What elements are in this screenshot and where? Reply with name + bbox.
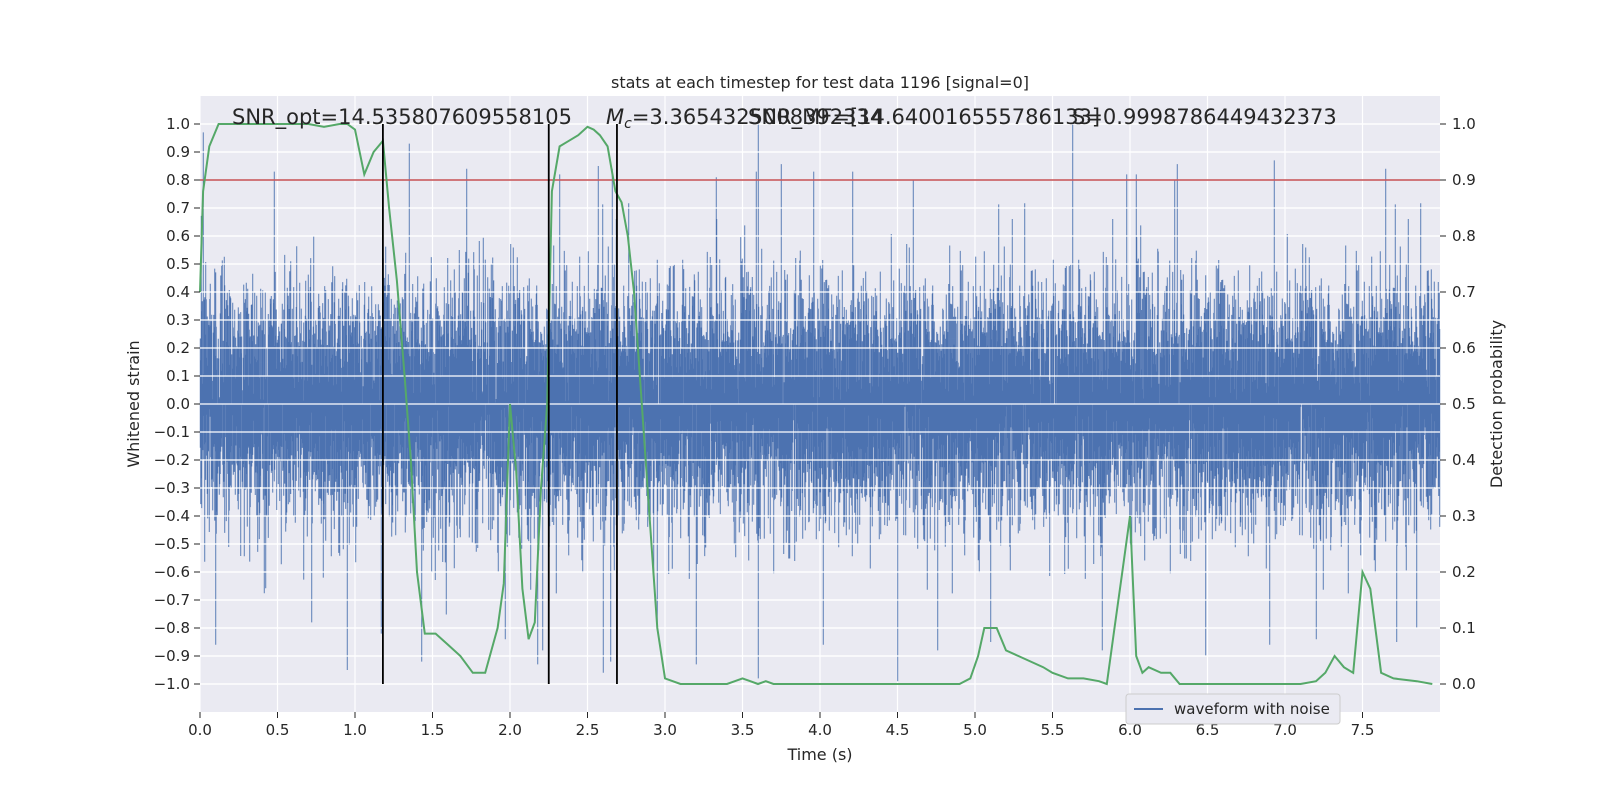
y2-tick-label: 0.1 (1452, 619, 1476, 637)
y-tick-label: 0.6 (166, 227, 190, 245)
y2-tick-label: 0.2 (1452, 563, 1476, 581)
y2-axis-ticks: 1.0 0.9 0.8 0.7 0.6 0.5 0.4 0.3 0.2 0.1 0.0 (1440, 115, 1476, 693)
y-tick-label: −0.3 (154, 479, 190, 497)
y-tick-label: 0.2 (166, 339, 190, 357)
probability-line (199, 123, 1433, 686)
waveform-line (199, 124, 1441, 682)
x-tick-label: 1.0 (343, 721, 367, 739)
y-tick-label: −0.8 (154, 619, 190, 637)
chirp-mass-value: =3.3654325008392334 (632, 105, 883, 129)
y-tick-label: −0.9 (154, 647, 190, 665)
y2-tick-label: 0.3 (1452, 507, 1476, 525)
x-tick-label: 4.5 (886, 721, 910, 739)
legend-waveform-label: waveform with noise (1174, 700, 1330, 718)
x-tick-label: 0.5 (266, 721, 290, 739)
grid-lines-overlay (200, 123, 1440, 685)
y-axis-label: Whitened strain (124, 340, 143, 467)
y2-tick-label: 0.5 (1452, 395, 1476, 413)
x-axis-ticks: 0.0 0.5 1.0 1.5 2.0 2.5 3.0 3.5 4.0 4.5 5.0 5.5 6.0 6… (188, 712, 1374, 739)
y-tick-label: 0.8 (166, 171, 190, 189)
y2-tick-label: 0.8 (1452, 227, 1476, 245)
legend: waveform with noise (1125, 693, 1341, 725)
y2-tick-label: 0.0 (1452, 675, 1476, 693)
y2-tick-label: 0.4 (1452, 451, 1476, 469)
s-statistic-annotation: S=0.9998786449432373 (1072, 105, 1337, 129)
chirp-mass-symbol: M (606, 105, 624, 129)
y2-tick-label: 0.9 (1452, 171, 1476, 189)
y-tick-label: −0.5 (154, 535, 190, 553)
y-tick-label: −0.7 (154, 591, 190, 609)
x-tick-label: 5.5 (1041, 721, 1065, 739)
snr-mf-annotation: SNR_MF=[14.640016555786133] (748, 105, 1100, 130)
y2-tick-label: 0.7 (1452, 283, 1476, 301)
x-tick-label: 2.5 (576, 721, 600, 739)
y2-tick-label: 0.6 (1452, 339, 1476, 357)
y2-axis-label: Detection probability (1487, 320, 1506, 488)
y-tick-label: 0.1 (166, 367, 190, 385)
event-markers (381, 124, 618, 684)
x-tick-label: 3.5 (731, 721, 755, 739)
x-tick-label: 0.0 (188, 721, 212, 739)
x-tick-label: 4.0 (808, 721, 832, 739)
y-axis-ticks: 1.0 0.9 0.8 0.7 0.6 0.5 0.4 0.3 0.2 0.1 0.0 −0.1 −0.… (154, 115, 200, 693)
chirp-mass-subscript: c (624, 116, 632, 132)
x-tick-label: 5.0 (963, 721, 987, 739)
y-tick-label: 0.0 (166, 395, 190, 413)
y-tick-label: −0.2 (154, 451, 190, 469)
x-tick-label: 2.0 (498, 721, 522, 739)
legend-box (1125, 693, 1341, 725)
x-tick-label: 6.0 (1118, 721, 1142, 739)
x-tick-label: 3.0 (653, 721, 677, 739)
chart-title: stats at each timestep for test data 119… (611, 73, 1029, 92)
x-tick-label: 7.5 (1351, 721, 1375, 739)
waveform-series (199, 124, 1441, 682)
y-tick-label: −0.6 (154, 563, 190, 581)
probability-series (199, 123, 1433, 686)
y-tick-label: 0.3 (166, 311, 190, 329)
y-tick-label: 0.5 (166, 255, 190, 273)
y-tick-label: 0.9 (166, 143, 190, 161)
chirp-mass-annotation: Mc=3.3654325008392334 (606, 105, 883, 132)
y-tick-label: 0.4 (166, 283, 190, 301)
x-tick-label: 6.5 (1196, 721, 1220, 739)
y-tick-label: 0.7 (166, 199, 190, 217)
y-tick-label: 1.0 (166, 115, 190, 133)
x-tick-label: 7.0 (1273, 721, 1297, 739)
y-tick-label: −1.0 (154, 675, 190, 693)
y-tick-label: −0.4 (154, 507, 190, 525)
x-tick-label: 1.5 (421, 721, 445, 739)
x-axis-label: Time (s) (786, 745, 852, 764)
y-tick-label: −0.1 (154, 423, 190, 441)
y2-tick-label: 1.0 (1452, 115, 1476, 133)
snr-opt-annotation: SNR_opt=14.535807609558105 (232, 105, 572, 130)
